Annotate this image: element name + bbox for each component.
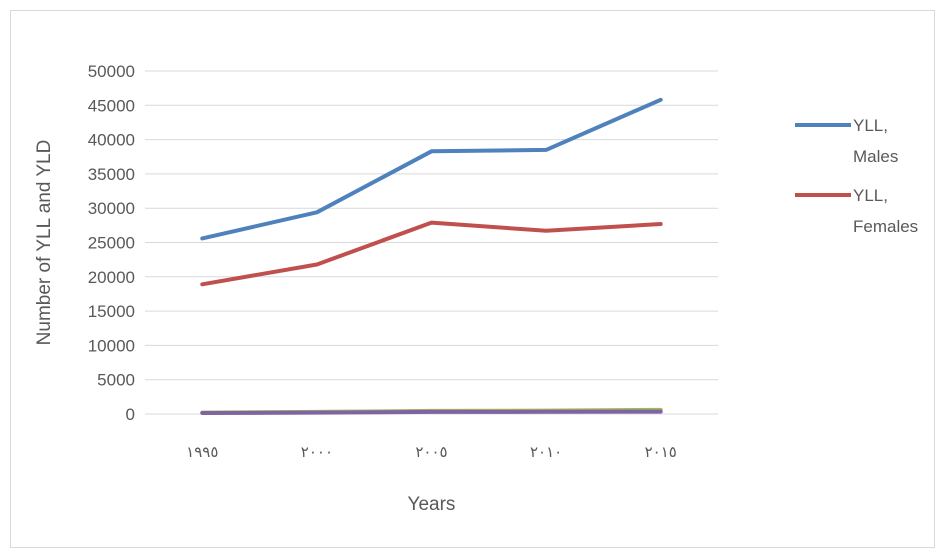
legend-label: Females <box>853 217 918 236</box>
series-line-0 <box>200 97 663 241</box>
series-line-3 <box>200 409 663 415</box>
x-tick-label: ٢٠٠٥ <box>415 443 447 461</box>
x-tick-label: ٢٠١٠ <box>530 443 562 461</box>
series-line-1 <box>200 220 663 287</box>
y-tick-label: 15000 <box>88 302 135 321</box>
series-lines <box>200 97 663 415</box>
y-tick-label: 0 <box>126 405 135 424</box>
y-tick-label: 35000 <box>88 165 135 184</box>
x-axis-title: Years <box>408 494 456 515</box>
y-tick-label: 10000 <box>88 336 135 355</box>
y-tick-label: 45000 <box>88 96 135 115</box>
y-axis-tick-labels: 0 5000 10000 15000 20000 25000 30000 35000 40000… <box>88 62 135 424</box>
gridlines <box>145 70 718 415</box>
x-tick-label: ٢٠٠٠ <box>301 443 333 461</box>
y-tick-label: 50000 <box>88 62 135 81</box>
x-tick-label: ٢٠١٥ <box>645 443 677 461</box>
x-axis-tick-labels: ١٩٩٥ ٢٠٠٠ ٢٠٠٥ ٢٠١٠ ٢٠١٥ <box>186 443 677 461</box>
y-tick-label: 30000 <box>88 199 135 218</box>
y-tick-label: 25000 <box>88 234 135 253</box>
chart-frame <box>10 10 935 548</box>
legend: YLL, Males YLL, Females <box>795 116 918 236</box>
legend-label: YLL, <box>853 116 888 135</box>
legend-label: YLL, <box>853 186 888 205</box>
legend-label: Males <box>853 147 898 166</box>
x-tick-label: ١٩٩٥ <box>186 443 218 461</box>
y-tick-label: 40000 <box>88 131 135 150</box>
y-axis-title: Number of YLL and YLD <box>34 140 55 346</box>
y-tick-label: 5000 <box>97 371 135 390</box>
y-tick-label: 20000 <box>88 268 135 287</box>
